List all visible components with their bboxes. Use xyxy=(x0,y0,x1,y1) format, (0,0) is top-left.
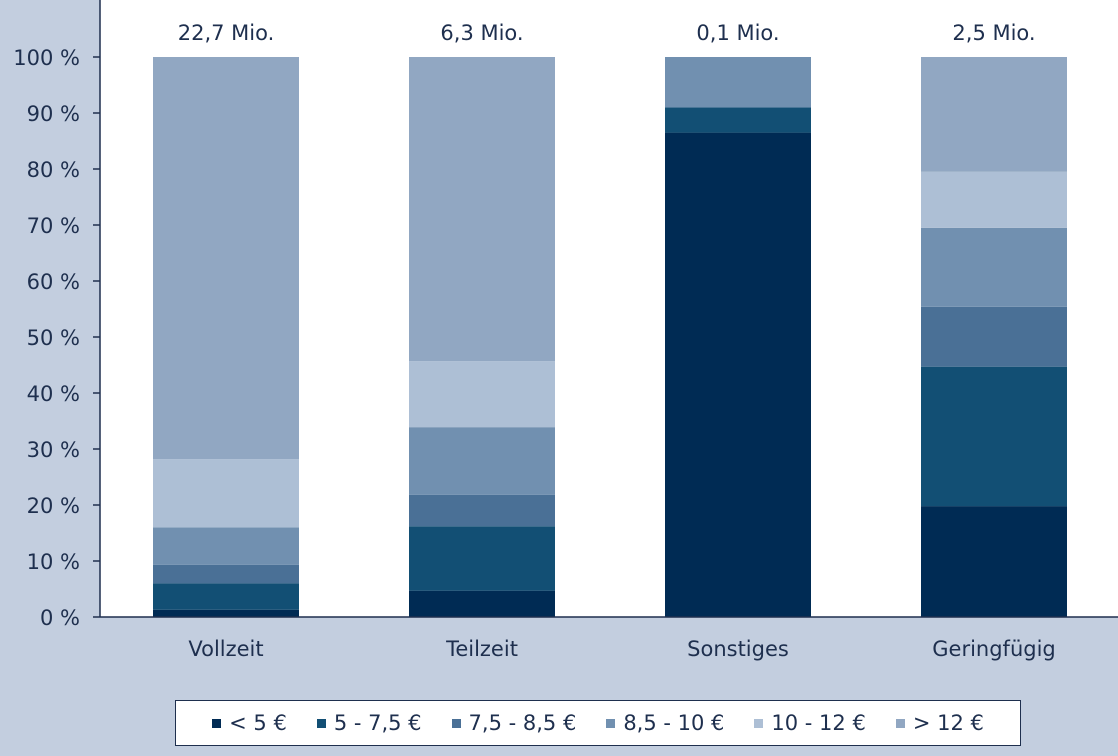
legend-swatch xyxy=(212,718,222,728)
bar-segment xyxy=(409,526,555,591)
legend-item: 5 - 7,5 € xyxy=(316,711,422,735)
y-tick-label: 80 % xyxy=(27,158,80,182)
y-tick-label: 90 % xyxy=(27,102,80,126)
y-tick-label: 30 % xyxy=(27,438,80,462)
bar-segment xyxy=(153,459,299,528)
legend-label: 10 - 12 € xyxy=(771,711,866,735)
y-tick-label: 40 % xyxy=(27,382,80,406)
chart-legend: < 5 € 5 - 7,5 € 7,5 - 8,5 € 8,5 - 10 € 10 - … xyxy=(175,700,1021,746)
y-tick-label: 50 % xyxy=(27,326,80,350)
legend-item: 7,5 - 8,5 € xyxy=(451,711,577,735)
bar-total-label: 6,3 Mio. xyxy=(440,21,523,45)
bar-total-label: 2,5 Mio. xyxy=(952,21,1035,45)
legend-label: 7,5 - 8,5 € xyxy=(468,711,577,735)
bar-total-label: 22,7 Mio. xyxy=(178,21,275,45)
legend-label: < 5 € xyxy=(229,711,287,735)
x-category-label: Geringfügig xyxy=(932,637,1056,661)
legend-label: 8,5 - 10 € xyxy=(623,711,725,735)
bar-segment xyxy=(409,494,555,527)
legend-swatch xyxy=(316,718,326,728)
legend-label: > 12 € xyxy=(912,711,984,735)
bar-total-label: 0,1 Mio. xyxy=(696,21,779,45)
bar-segment xyxy=(153,583,299,610)
legend-item: 8,5 - 10 € xyxy=(606,711,724,735)
bar-segment xyxy=(921,506,1067,617)
legend-swatch xyxy=(895,718,905,728)
bar-segment xyxy=(665,57,811,108)
bar-segment xyxy=(921,171,1067,228)
bar-segment xyxy=(665,107,811,133)
legend-item: > 12 € xyxy=(895,711,984,735)
legend-swatch xyxy=(451,718,461,728)
x-category-label: Teilzeit xyxy=(445,637,518,661)
x-category-label: Vollzeit xyxy=(188,637,263,661)
bar-segment xyxy=(921,57,1067,172)
y-tick-label: 0 % xyxy=(40,606,80,630)
y-tick-label: 70 % xyxy=(27,214,80,238)
bar-segment xyxy=(153,527,299,565)
legend-label: 5 - 7,5 € xyxy=(333,711,422,735)
y-tick-label: 60 % xyxy=(27,270,80,294)
bar-segment xyxy=(409,590,555,617)
bar-segment xyxy=(921,366,1067,507)
bar-segment xyxy=(409,57,555,362)
y-tick-label: 100 % xyxy=(13,46,80,70)
y-tick-label: 20 % xyxy=(27,494,80,518)
bar-segment xyxy=(409,427,555,495)
bar-segment xyxy=(153,609,299,617)
legend-item: < 5 € xyxy=(212,711,287,735)
x-category-label: Sonstiges xyxy=(687,637,789,661)
legend-item: 10 - 12 € xyxy=(754,711,866,735)
legend-swatch xyxy=(754,718,764,728)
bar-segment xyxy=(665,132,811,617)
bar-segment xyxy=(153,564,299,584)
y-tick-label: 10 % xyxy=(27,550,80,574)
bar-segment xyxy=(921,306,1067,367)
legend-swatch xyxy=(606,718,616,728)
bar-segment xyxy=(153,57,299,460)
bar-segment xyxy=(409,361,555,428)
bar-segment xyxy=(921,227,1067,307)
